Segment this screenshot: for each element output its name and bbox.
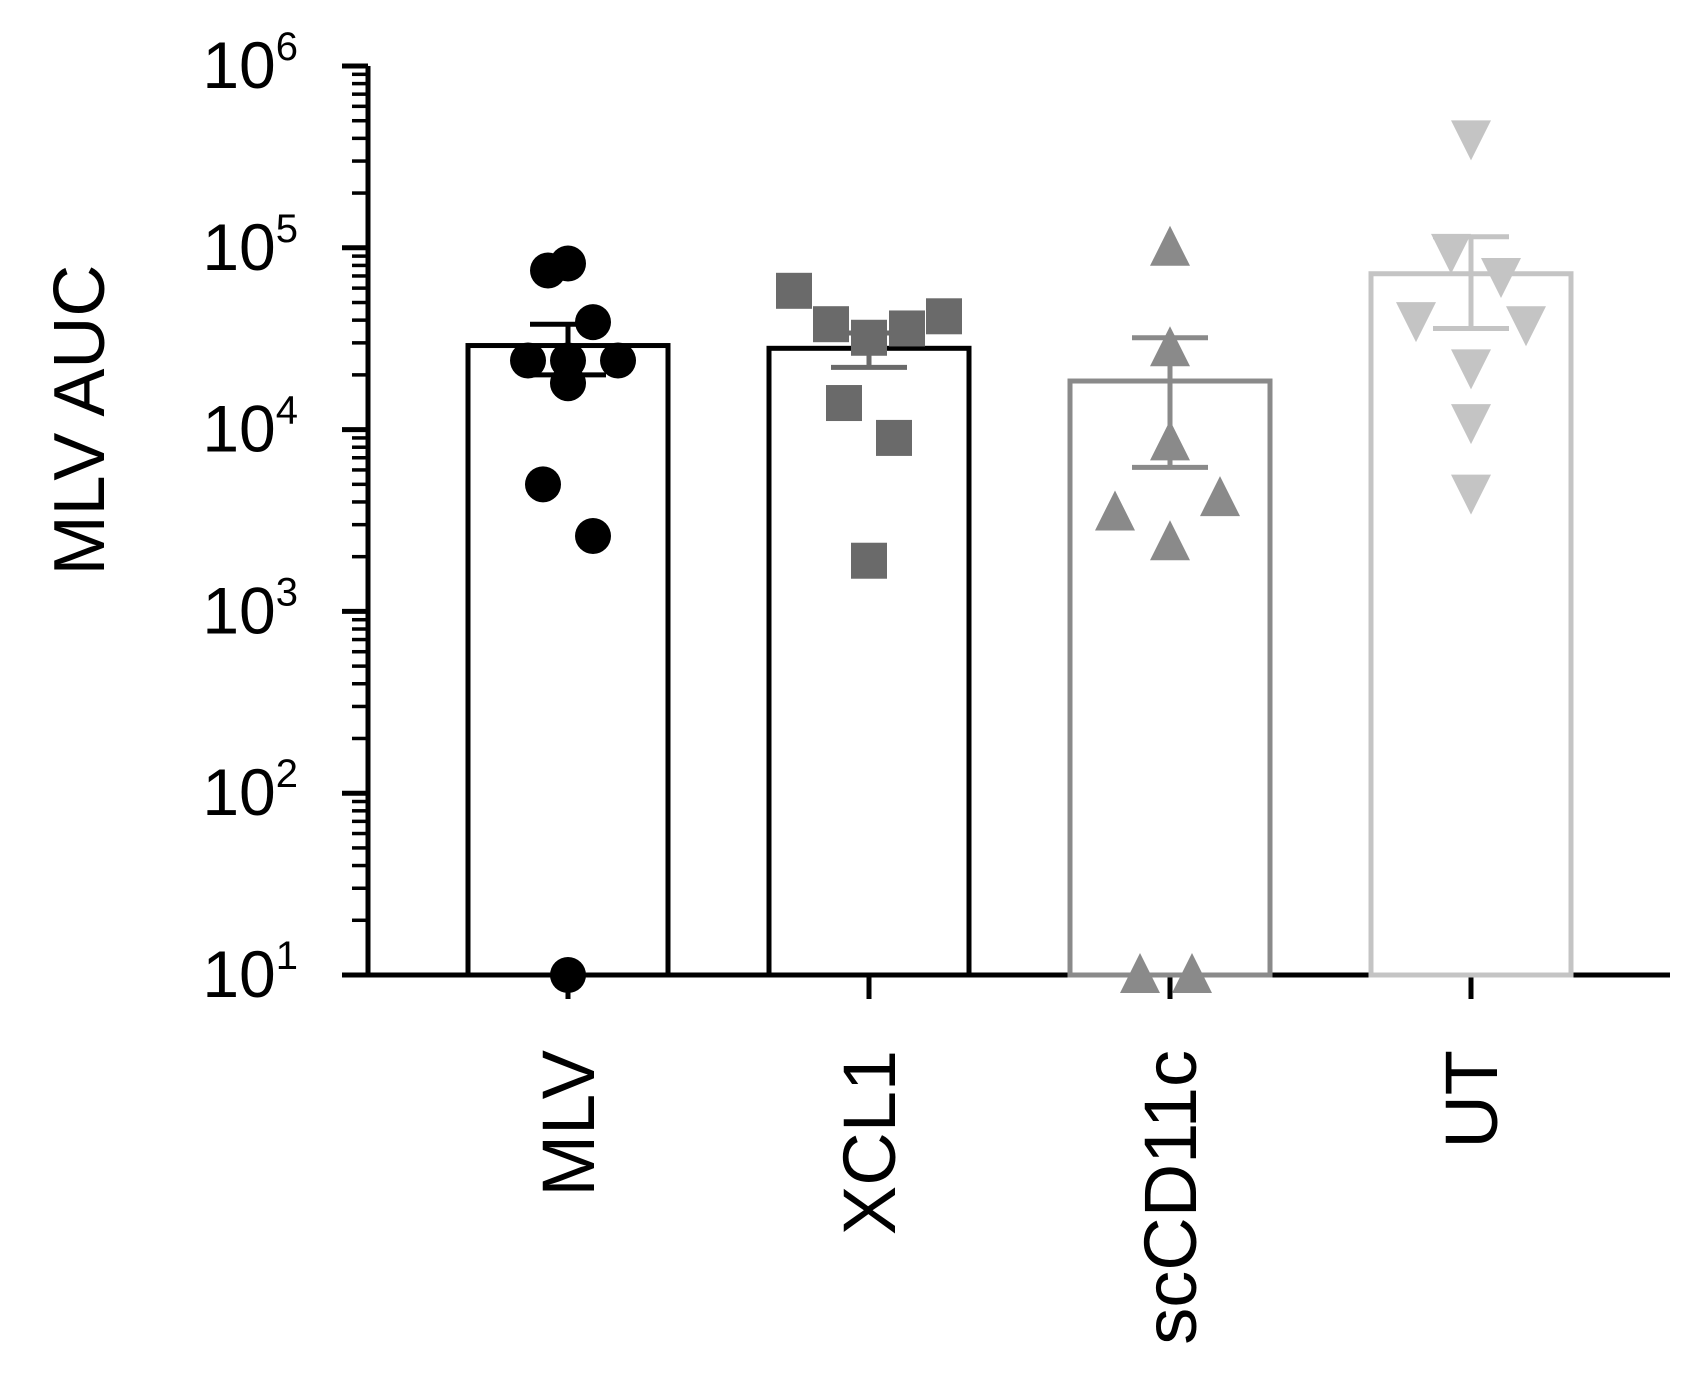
data-point-ut [1431, 233, 1471, 274]
data-point-sccd11c [1120, 953, 1160, 993]
data-point-ut [1396, 302, 1436, 343]
data-point-ut [1481, 257, 1521, 298]
data-point-xcl1 [776, 272, 812, 309]
data-points [510, 120, 1546, 993]
y-tick-label: 101 [202, 934, 298, 1011]
y-tick-label: 106 [202, 25, 298, 102]
x-tick-label-xcl1: XCL1 [828, 1050, 911, 1235]
data-point-ut [1451, 120, 1491, 161]
y-tick-label: 102 [202, 752, 298, 829]
data-point-ut [1451, 404, 1491, 445]
data-point-xcl1 [876, 419, 912, 456]
data-point-mlv [510, 342, 546, 379]
data-point-xcl1 [851, 542, 887, 579]
data-point-xcl1 [889, 310, 925, 347]
data-point-xcl1 [826, 385, 862, 422]
data-point-ut [1506, 306, 1546, 347]
data-point-ut [1451, 349, 1491, 390]
bars [465, 271, 1574, 978]
data-point-xcl1 [813, 306, 849, 343]
y-axis-title: MLV AUC [40, 265, 120, 576]
y-tick-label: 103 [202, 570, 298, 647]
bar-xcl1 [766, 345, 972, 978]
x-tick-label-ut: UT [1430, 1050, 1513, 1149]
data-point-mlv [575, 517, 611, 554]
data-point-sccd11c [1172, 953, 1212, 993]
y-tick-label: 104 [202, 389, 298, 466]
x-axis: MLV XCL1 scCD11c UT [348, 972, 1670, 1345]
y-axis: 101 102 103 104 105 106 [202, 25, 371, 1011]
data-point-sccd11c [1200, 476, 1240, 517]
bar-sccd11c [1067, 378, 1273, 978]
x-tick-label-sccd11c: scCD11c [1129, 1050, 1212, 1345]
bar-mlv [465, 343, 671, 978]
data-point-sccd11c [1150, 520, 1190, 561]
data-point-ut [1451, 474, 1491, 515]
data-point-mlv [550, 245, 586, 282]
y-tick-label: 105 [202, 207, 298, 284]
x-tick-label-mlv: MLV [527, 1049, 610, 1196]
data-point-sccd11c [1150, 225, 1190, 266]
data-point-mlv [550, 957, 586, 993]
error-bars [530, 234, 1509, 470]
data-point-xcl1 [926, 298, 962, 335]
data-point-mlv [600, 342, 636, 379]
data-point-mlv [525, 466, 561, 503]
data-point-sccd11c [1095, 490, 1135, 531]
